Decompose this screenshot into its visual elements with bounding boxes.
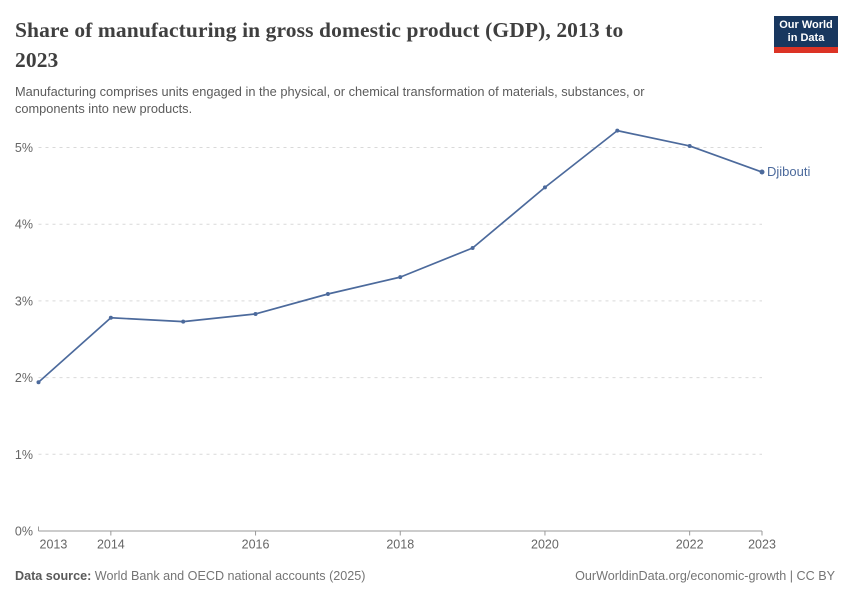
x-tick-label: 2018 — [386, 538, 414, 552]
data-point[interactable] — [759, 169, 765, 175]
data-point[interactable] — [542, 185, 547, 190]
chart-subtitle-line: components into new products. — [15, 100, 193, 116]
x-tick-label: 2013 — [40, 538, 68, 552]
y-tick-label: 1% — [15, 448, 33, 462]
page-title: Share of manufacturing in gross domestic… — [15, 15, 755, 75]
footer-credit-link[interactable]: OurWorldinData.org/economic-growth | CC … — [575, 569, 835, 583]
owid-logo[interactable]: Our World in Data — [774, 16, 838, 53]
data-point[interactable] — [253, 311, 258, 316]
data-source-value: World Bank and OECD national accounts (2… — [94, 569, 366, 583]
x-tick-label: 2016 — [242, 538, 270, 552]
header: Share of manufacturing in gross domestic… — [15, 15, 755, 117]
page-title-line: Share of manufacturing in gross domestic… — [15, 18, 624, 42]
y-tick-label: 4% — [15, 218, 33, 232]
data-point[interactable] — [108, 315, 113, 320]
x-tick-label: 2014 — [97, 538, 125, 552]
data-source-label: Data source: — [15, 569, 92, 583]
owid-logo-text: Our World — [779, 19, 833, 31]
y-tick-label: 0% — [15, 525, 33, 539]
page-title-line: 2023 — [15, 48, 59, 72]
data-point[interactable] — [181, 319, 186, 324]
data-point[interactable] — [398, 275, 403, 280]
x-tick-label: 2020 — [531, 538, 559, 552]
y-tick-label: 5% — [15, 141, 33, 155]
y-tick-label: 3% — [15, 294, 33, 308]
footer: Data source: World Bank and OECD nationa… — [15, 569, 835, 583]
data-point[interactable] — [36, 380, 41, 385]
data-point[interactable] — [470, 245, 475, 250]
x-tick-label: 2022 — [676, 538, 704, 552]
data-line[interactable] — [37, 129, 763, 384]
owid-logo-text: in Data — [787, 32, 825, 44]
chart-subtitle-line: Manufacturing comprises units engaged in… — [15, 84, 645, 99]
chart-subtitle: Manufacturing comprises units engaged in… — [15, 84, 755, 117]
series-label-djibouti[interactable]: Djibouti — [767, 164, 811, 179]
data-point[interactable] — [325, 291, 330, 296]
data-point[interactable] — [687, 143, 692, 148]
y-tick-label: 2% — [15, 371, 33, 385]
x-tick-label: 2023 — [748, 538, 776, 552]
data-source-note: Data source: World Bank and OECD nationa… — [15, 569, 365, 583]
data-point[interactable] — [615, 128, 620, 133]
